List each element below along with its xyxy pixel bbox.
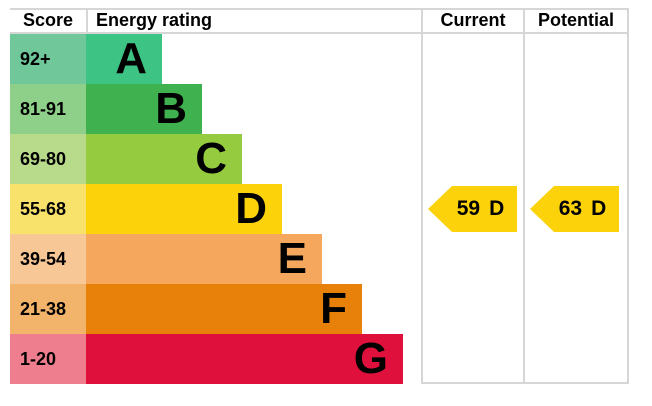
rating-band: D	[86, 184, 282, 234]
grid-line-potential-left	[523, 8, 525, 384]
header-energy-rating: Energy rating	[96, 10, 213, 30]
rating-band: F	[86, 284, 362, 334]
grid-line-current-left	[421, 8, 423, 384]
score-range: 55-68	[10, 184, 86, 234]
potential-rating: D	[591, 197, 607, 220]
score-range: 21-38	[10, 284, 86, 334]
score-range: 39-54	[10, 234, 86, 284]
rating-band: G	[86, 334, 403, 384]
rating-letter: C	[195, 134, 227, 183]
potential-score: 63	[558, 197, 583, 220]
rating-band: A	[86, 34, 162, 84]
rating-letter: B	[155, 84, 187, 133]
rating-row: 55-68 D	[10, 184, 627, 234]
rating-band: B	[86, 84, 202, 134]
grid-line-header-bottom	[10, 32, 629, 34]
rating-row: 1-20 G	[10, 334, 627, 384]
rating-band: E	[86, 234, 322, 284]
header-potential: Potential	[537, 10, 614, 30]
score-range: 69-80	[10, 134, 86, 184]
current-score: 59	[456, 197, 481, 220]
rating-rows: 92+ A 81-91 B 69-80 C 55-68 D 39-54	[10, 34, 627, 384]
rating-letter: E	[277, 234, 307, 283]
grid-line-bottom	[421, 382, 629, 384]
rating-band: C	[86, 134, 242, 184]
header-current: Current	[440, 10, 506, 30]
rating-row: 21-38 F	[10, 284, 627, 334]
rating-row: 39-54 E	[10, 234, 627, 284]
score-range: 1-20	[10, 334, 86, 384]
current-rating: D	[489, 197, 505, 220]
score-range: 92+	[10, 34, 86, 84]
rating-letter: G	[353, 334, 388, 383]
rating-letter: A	[115, 34, 147, 83]
rating-letter: D	[235, 184, 267, 233]
header-score: Score	[22, 10, 74, 30]
grid-line-top	[10, 8, 629, 10]
grid-line-right	[627, 8, 629, 384]
rating-row: 92+ A	[10, 34, 627, 84]
rating-letter: F	[320, 284, 347, 333]
rating-row: 81-91 B	[10, 84, 627, 134]
score-range: 81-91	[10, 84, 86, 134]
grid-line-score-divider	[86, 8, 88, 34]
rating-row: 69-80 C	[10, 134, 627, 184]
